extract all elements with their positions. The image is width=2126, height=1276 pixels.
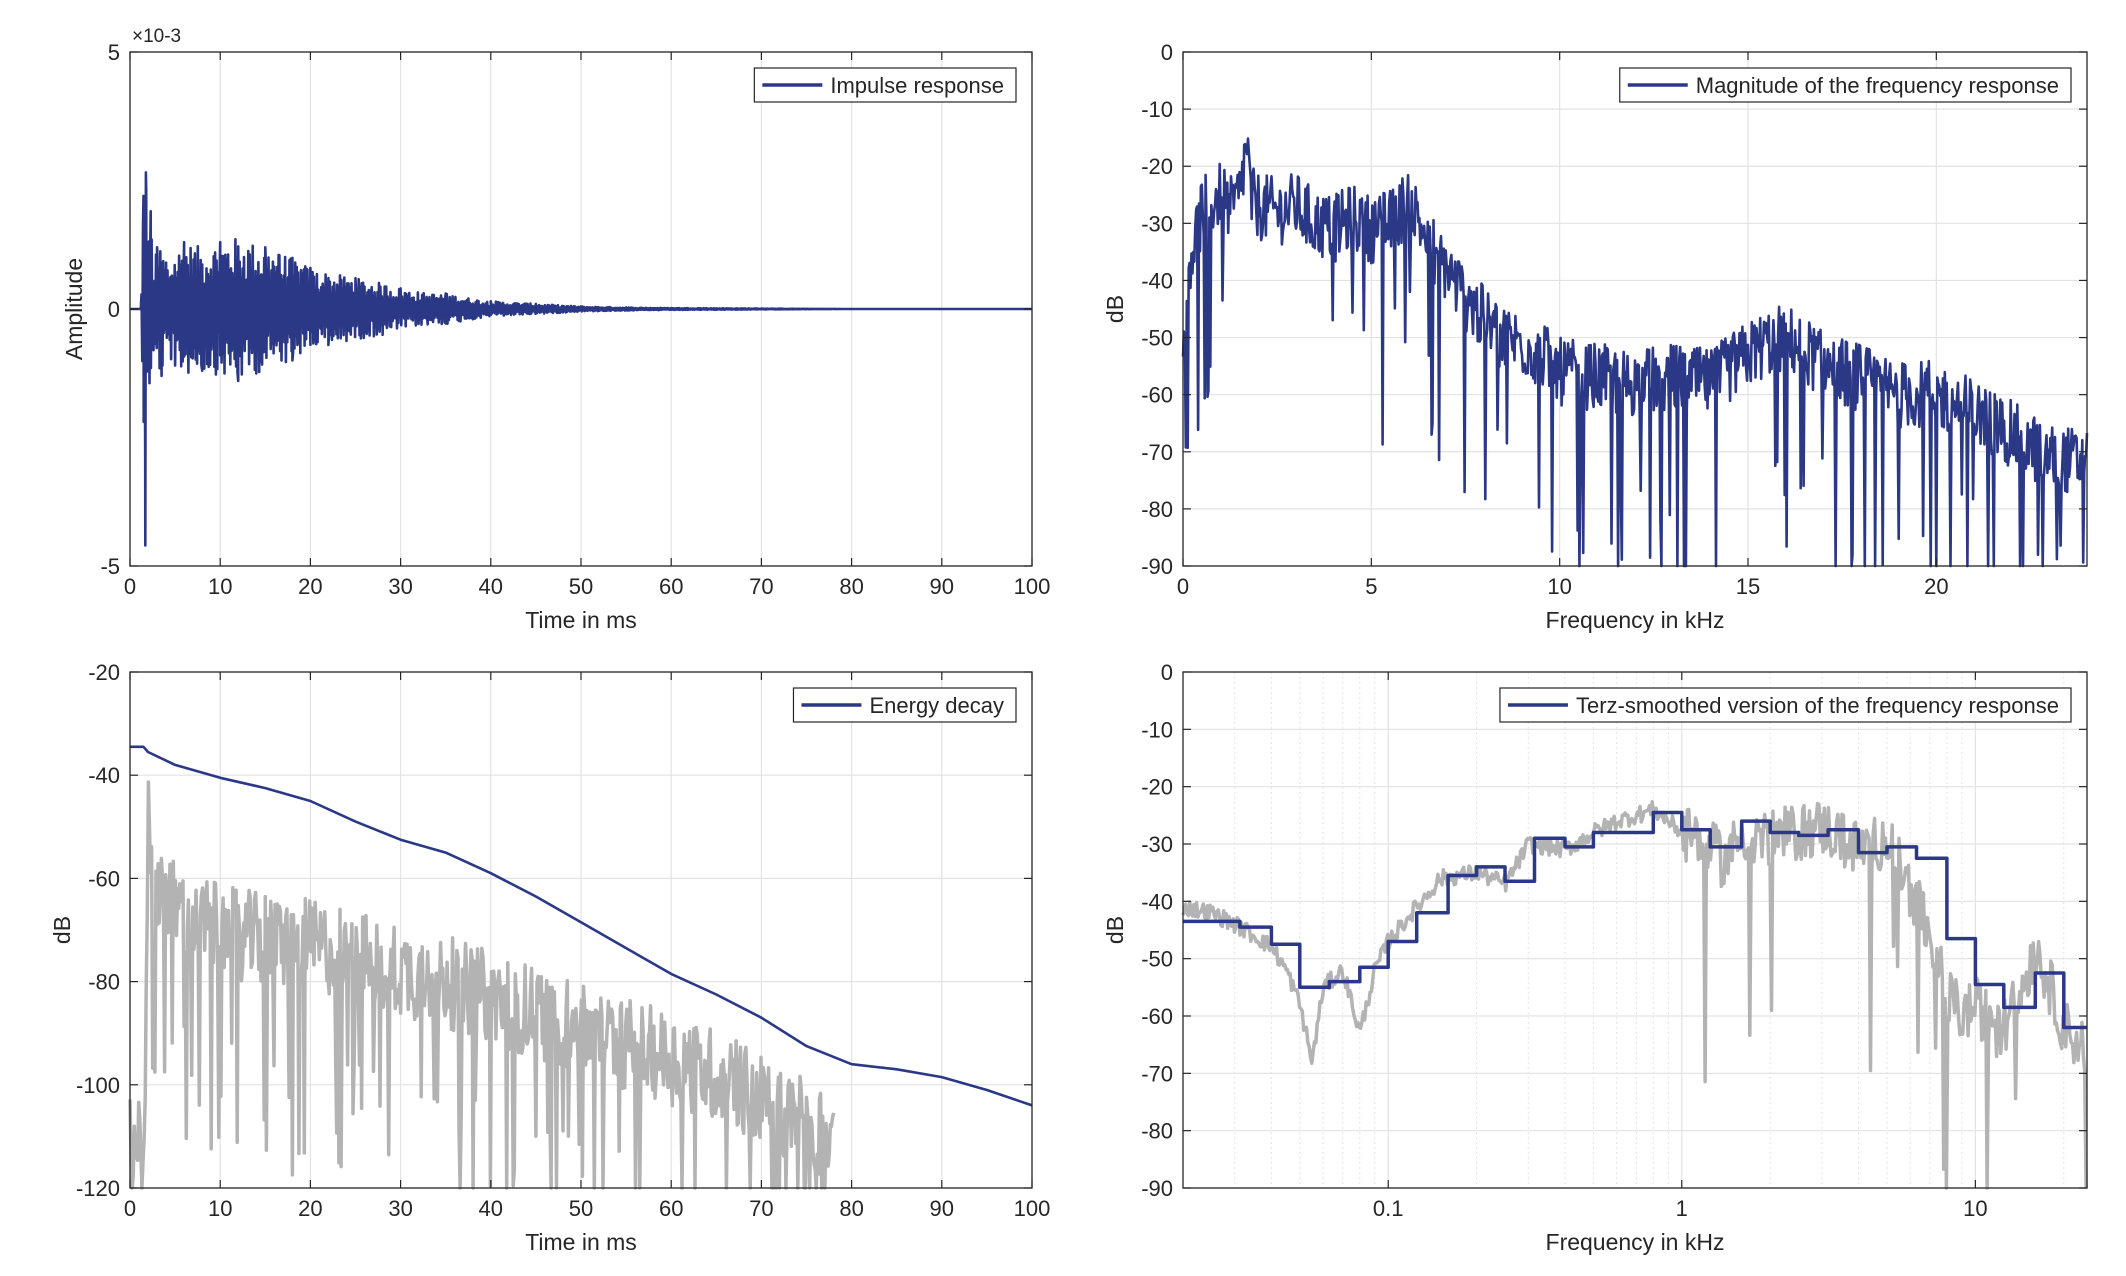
tick-labels: 0 10 20 30 40 50 60 70 80 90 100-505 — [100, 40, 1050, 599]
y-tick-label: 0 — [1161, 660, 1173, 685]
frequency-magnitude-plot: 0 5 10 15 20 0 -10 -20 -30 -40 -50 -60 -70 -80 -90 Fre… — [1102, 40, 2089, 633]
y-tick-label: -5 — [100, 554, 120, 579]
y-tick-label: -80 — [1141, 497, 1173, 522]
y-tick-label: -60 — [88, 866, 120, 891]
axes-box — [1182, 671, 2088, 1189]
x-tick-label: 20 — [298, 1196, 322, 1221]
legend: Terz-smoothed version of the frequency r… — [1499, 687, 2072, 723]
x-tick-label: 10 — [208, 574, 232, 599]
legend: Magnitude of the frequency response — [1619, 67, 2072, 103]
y-tick-label: -90 — [1141, 554, 1173, 579]
x-tick-label: 40 — [479, 1196, 503, 1221]
y-tick-label: -20 — [88, 660, 120, 685]
y-tick-label: 5 — [108, 40, 120, 65]
series-line — [1183, 810, 2087, 1030]
legend-label: Terz-smoothed version of the frequency r… — [1576, 693, 2059, 718]
series-layer — [1183, 810, 2087, 1030]
x-tick-label: 10 — [1547, 574, 1571, 599]
y-exponent-label: ×10-3 — [132, 26, 181, 47]
x-tick-label: 100 — [1014, 1196, 1051, 1221]
x-tick-label: 20 — [1924, 574, 1948, 599]
y-tick-label: -60 — [1141, 1004, 1173, 1029]
x-tick-label: 10 — [1963, 1196, 1987, 1221]
y-tick-label: 0 — [108, 297, 120, 322]
y-axis-label: dB — [49, 916, 75, 944]
x-tick-label: 40 — [479, 574, 503, 599]
x-tick-label: 80 — [839, 1196, 863, 1221]
y-tick-label: -40 — [88, 763, 120, 788]
y-tick-label: -40 — [1141, 889, 1173, 914]
legend: Impulse response — [753, 67, 1017, 103]
x-tick-label: 100 — [1014, 574, 1051, 599]
x-tick-label: 50 — [569, 574, 593, 599]
x-tick-label: 80 — [839, 574, 863, 599]
legend-label: Magnitude of the frequency response — [1696, 73, 2059, 98]
y-tick-label: -30 — [1141, 832, 1173, 857]
x-tick-label: 0 — [124, 1196, 136, 1221]
y-tick-label: -10 — [1141, 97, 1173, 122]
legend-box — [1499, 687, 2072, 723]
y-axis-label: dB — [1102, 295, 1128, 323]
series-layer — [130, 745, 1033, 1107]
y-tick-label: -100 — [76, 1073, 120, 1098]
y-tick-label: -70 — [1141, 1061, 1173, 1086]
y-tick-label: -80 — [1141, 1119, 1173, 1144]
tick-labels: 0 5 10 15 20 0 -10 -20 -30 -40 -50 -60 -70 -80 -90 — [1141, 40, 2087, 599]
legend: Energy decay — [792, 687, 1017, 723]
tick-labels: 0 10 20 30 40 50 60 70 80 90 100 -20 -40 -60 -80 -100 -1… — [76, 660, 1050, 1221]
x-tick-label: 15 — [1736, 574, 1760, 599]
series-line — [130, 745, 1033, 1107]
x-tick-label: 50 — [569, 1196, 593, 1221]
x-tick-label: 60 — [659, 1196, 683, 1221]
x-axis-label: Time in ms — [525, 1229, 637, 1255]
grey-series-layer — [128, 780, 836, 1190]
legend-box — [1619, 67, 2072, 103]
y-tick-label: -20 — [1141, 154, 1173, 179]
y-tick-label: -10 — [1141, 717, 1173, 742]
y-tick-label: -60 — [1141, 383, 1173, 408]
x-tick-label: 5 — [1365, 574, 1377, 599]
x-tick-label: 70 — [749, 574, 773, 599]
x-tick-label: 10 — [208, 1196, 232, 1221]
y-tick-label: -40 — [1141, 268, 1173, 293]
legend-label: Energy decay — [869, 693, 1004, 718]
y-axis-label: Amplitude — [61, 258, 87, 360]
x-axis-label: Frequency in kHz — [1546, 607, 1725, 633]
x-tick-label: 0 — [1177, 574, 1189, 599]
x-tick-label: 30 — [388, 574, 412, 599]
energy-decay-plot: 0 10 20 30 40 50 60 70 80 90 100 -20 -40 -60 -80 -100 -1… — [49, 660, 1050, 1255]
y-tick-label: -90 — [1141, 1176, 1173, 1201]
x-tick-label: 90 — [930, 1196, 954, 1221]
x-tick-label: 20 — [298, 574, 322, 599]
x-tick-label: 0 — [124, 574, 136, 599]
legend-label: Impulse response — [830, 73, 1004, 98]
y-tick-label: -120 — [76, 1176, 120, 1201]
x-tick-label: 1 — [1676, 1196, 1688, 1221]
x-tick-label: 90 — [930, 574, 954, 599]
raw-response-line — [128, 780, 836, 1190]
x-tick-label: 0.1 — [1373, 1196, 1404, 1221]
y-tick-label: -30 — [1141, 211, 1173, 236]
series-line — [129, 171, 1033, 547]
y-tick-label: -80 — [88, 970, 120, 995]
x-tick-label: 60 — [659, 574, 683, 599]
y-tick-label: 0 — [1161, 40, 1173, 65]
x-tick-label: 30 — [388, 1196, 412, 1221]
impulse-response-plot: 0 10 20 30 40 50 60 70 80 90 100-505 Time in ms Am… — [61, 26, 1050, 633]
y-tick-label: -50 — [1141, 326, 1173, 351]
y-tick-label: -50 — [1141, 947, 1173, 972]
tick-labels: 0.1 1 10 0 -10 -20 -30 -40 -50 -60 -70 -80 -90 — [1141, 660, 2087, 1221]
y-tick-label: -20 — [1141, 775, 1173, 800]
axes-box — [1182, 51, 2088, 567]
x-axis-label: Frequency in kHz — [1546, 1229, 1725, 1255]
x-tick-label: 70 — [749, 1196, 773, 1221]
series-layer — [129, 171, 1033, 547]
y-tick-label: -70 — [1141, 440, 1173, 465]
terz-smoothed-plot: 0.1 1 10 0 -10 -20 -30 -40 -50 -60 -70 -80 -90 Frequ… — [1102, 660, 2088, 1255]
x-axis-label: Time in ms — [525, 607, 637, 633]
y-axis-label: dB — [1102, 916, 1128, 944]
